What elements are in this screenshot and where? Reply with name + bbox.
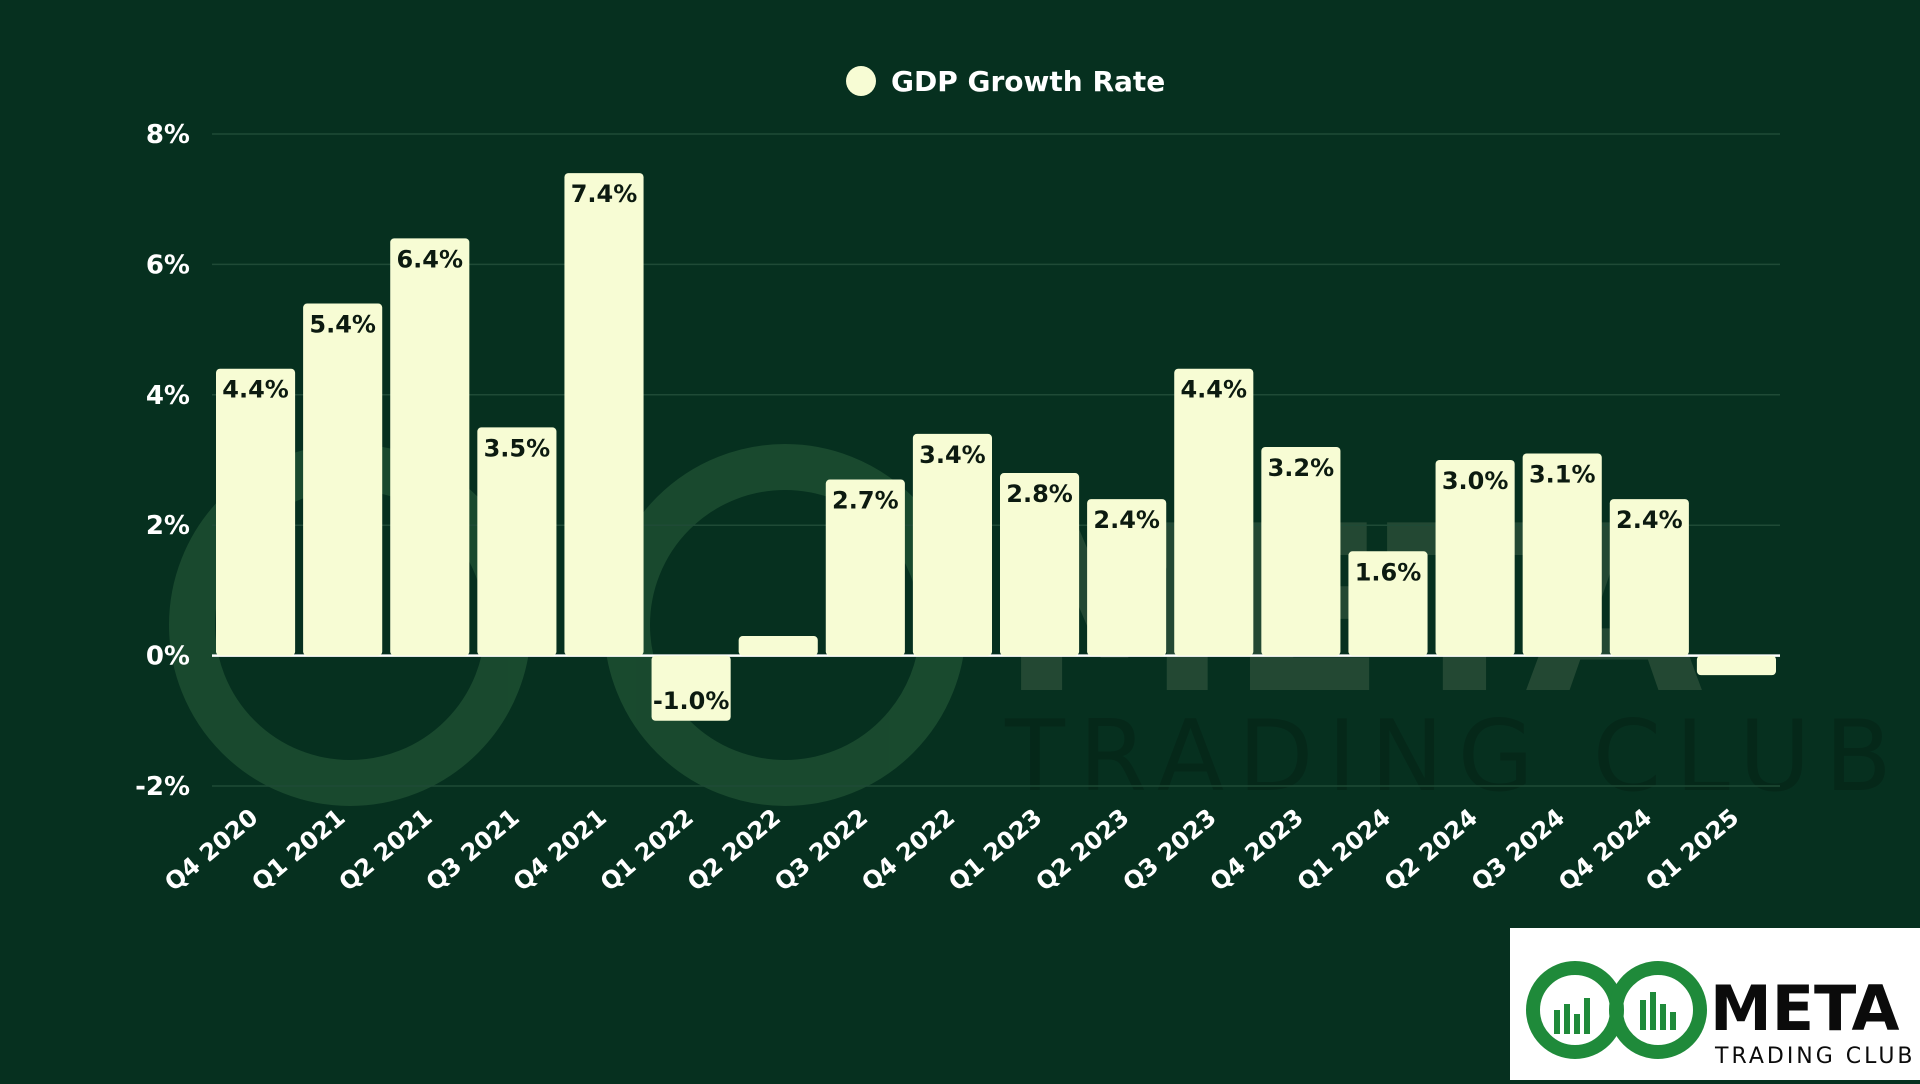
bars [216,173,1776,721]
bar [912,433,992,656]
x-tick-label: Q3 2024 [1466,803,1570,897]
bar [564,173,644,656]
bar [390,238,470,656]
data-label: 1.6% [1355,558,1422,586]
data-label: 3.4% [919,441,986,469]
x-tick-label: Q4 2021 [508,803,612,897]
data-label: 2.7% [832,487,899,515]
x-tick-label: Q2 2021 [334,803,438,897]
bar [477,427,557,656]
x-tick-label: Q4 2024 [1553,803,1657,897]
x-tick-label: Q1 2024 [1292,803,1396,897]
watermark-tagline-text: TRADING CLUB [1004,700,1906,814]
data-label: 2.8% [1006,480,1073,508]
logo-ring-right [1609,961,1707,1059]
x-tick-label: Q2 2022 [682,803,786,897]
x-tick-label: Q2 2023 [1031,803,1135,897]
data-label: 6.4% [396,245,463,273]
bar [1261,446,1341,656]
x-tick-label: Q1 2025 [1640,803,1744,897]
data-label: 2.4% [1093,506,1160,534]
bar [1696,655,1776,676]
bar [1609,499,1689,656]
data-label: 4.4% [1180,376,1247,404]
bar [651,655,731,721]
x-tick-label: Q1 2021 [247,803,351,897]
bar [738,636,818,656]
y-tick-label: -2% [135,772,190,802]
data-label: 4.4% [222,376,289,404]
x-tick-label: Q4 2023 [1205,803,1309,897]
brand-logo: META TRADING CLUB [1510,928,1920,1080]
data-label: -1.0% [653,687,730,715]
bar [1348,551,1428,656]
x-tick-label: Q3 2021 [421,803,525,897]
gridlines [212,133,1780,787]
bar [1087,499,1167,656]
data-label: 5.4% [309,311,376,339]
y-tick-label: 6% [146,250,190,280]
logo-brand-text: META [1710,972,1900,1045]
y-axis: 8% 6% 4% 2% 0% -2% [135,120,190,802]
bar [216,368,296,656]
data-label: 3.1% [1529,460,1596,488]
logo-ring-left [1526,961,1624,1059]
data-labels: 4.4% 5.4% 6.4% 3.5% 7.4% -1.0% 2.7% 3.4% 2.8% 2.4… [222,180,1682,715]
data-label: 3.2% [1268,454,1335,482]
x-tick-label: Q3 2022 [769,803,873,897]
data-label: 7.4% [571,180,638,208]
data-label: 3.0% [1442,467,1509,495]
x-tick-label: Q1 2023 [943,803,1047,897]
logo-bars-icon [1554,992,1676,1034]
y-tick-label: 0% [146,642,190,672]
x-tick-label: Q4 2022 [856,803,960,897]
bar [1522,453,1602,656]
legend-marker [846,66,876,96]
x-tick-label: Q3 2023 [1118,803,1222,897]
logo-graphic: META TRADING CLUB [1526,961,1916,1069]
data-label: 2.4% [1616,506,1683,534]
bar [1435,460,1515,656]
legend: GDP Growth Rate [846,65,1165,98]
x-tick-label: Q1 2022 [595,803,699,897]
bar [1000,473,1080,656]
x-tick-label: Q2 2024 [1379,803,1483,897]
bar [303,303,383,656]
x-tick-label: Q4 2020 [159,803,263,897]
bar [1174,368,1254,656]
data-label: 3.5% [484,434,551,462]
legend-label: GDP Growth Rate [891,65,1165,98]
y-tick-label: 2% [146,511,190,541]
y-tick-label: 8% [146,120,190,150]
y-tick-label: 4% [146,381,190,411]
logo-tagline-text: TRADING CLUB [1714,1044,1916,1069]
bar [825,479,905,656]
